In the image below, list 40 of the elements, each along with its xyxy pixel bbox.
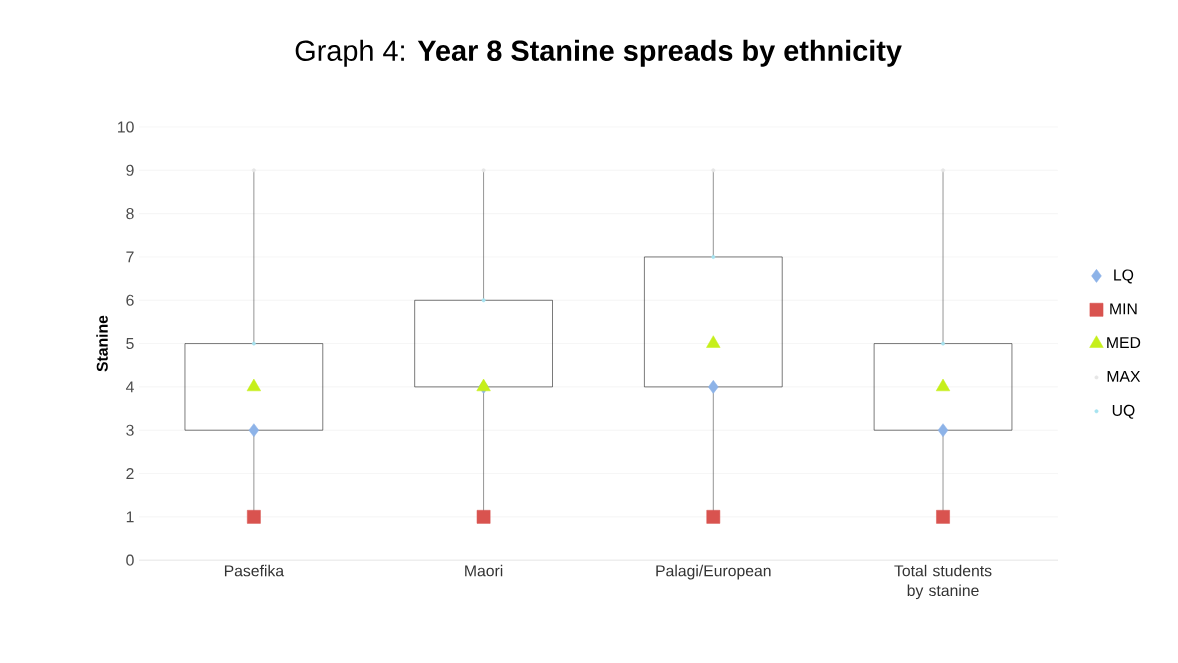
point <box>246 378 261 392</box>
point <box>251 168 256 173</box>
x-tick-label: Maori <box>465 565 503 577</box>
y-tick-label: 8 <box>126 208 134 220</box>
x-tick-label: Palagi/European <box>656 565 771 580</box>
y-tick-label: 2 <box>126 468 134 480</box>
y-tick-label: 9 <box>126 164 134 177</box>
point <box>711 168 716 173</box>
point <box>251 341 256 346</box>
point <box>706 510 721 524</box>
y-tick-label: 4 <box>125 381 134 393</box>
point <box>481 298 486 303</box>
y-tick-label: 1 <box>126 511 134 523</box>
y-tick-label: 6 <box>126 294 134 307</box>
point <box>248 423 260 438</box>
y-tick-label: 3 <box>126 424 134 436</box>
legend-label: MAX <box>1107 371 1141 383</box>
point <box>247 510 261 524</box>
point <box>937 423 949 438</box>
point <box>941 168 946 173</box>
x-tick-label: Total students by stanine <box>894 565 992 600</box>
legend-label: MIN <box>1110 303 1137 315</box>
x-tick-label: Pasefika <box>224 565 285 577</box>
y-tick-label: 10 <box>118 121 134 133</box>
legend-label: LQ <box>1114 269 1134 284</box>
y-tick-label: 5 <box>126 338 134 350</box>
point <box>708 380 719 394</box>
y-tick-label: 7 <box>126 251 134 263</box>
chart-title: Graph 4: Year 8 Stanine spreads by ethnicity <box>295 39 902 67</box>
legend-label: UQ <box>1112 405 1135 419</box>
point <box>936 510 950 524</box>
point <box>941 341 946 346</box>
point <box>481 168 486 173</box>
point <box>476 510 491 524</box>
legend-label: MED <box>1107 337 1141 349</box>
y-axis-title: Stanine <box>96 315 108 372</box>
point <box>935 378 951 392</box>
point <box>711 255 716 260</box>
y-tick-label: 0 <box>126 554 134 566</box>
point <box>706 335 721 349</box>
